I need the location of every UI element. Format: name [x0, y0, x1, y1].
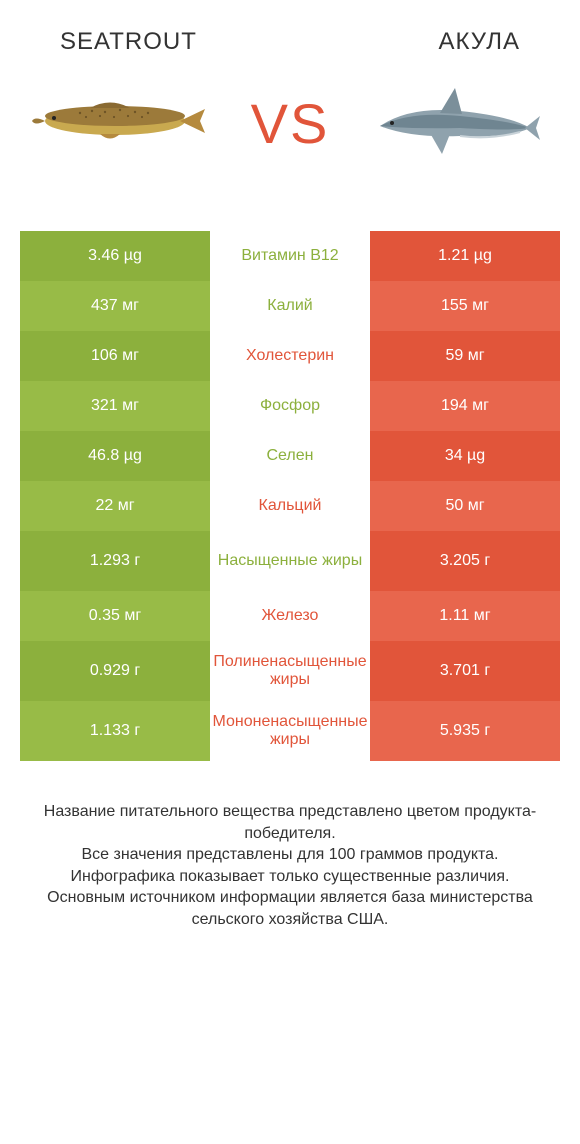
footnote-line: Инфографика показывает только существенн…	[30, 866, 550, 888]
nutrient-label: Железо	[210, 591, 370, 641]
table-row: 321 мгФосфор194 мг	[20, 381, 560, 431]
table-row: 0.35 мгЖелезо1.11 мг	[20, 591, 560, 641]
value-left: 0.35 мг	[20, 591, 210, 641]
seatrout-icon	[30, 91, 210, 156]
value-right: 155 мг	[370, 281, 560, 331]
value-left: 0.929 г	[20, 641, 210, 701]
header: SEATROUT АКУЛА	[0, 0, 580, 66]
title-right: АКУЛА	[439, 28, 520, 56]
comparison-table: 3.46 µgВитамин B121.21 µg437 мгКалий155 …	[20, 231, 560, 761]
table-row: 46.8 µgСелен34 µg	[20, 431, 560, 481]
nutrient-label: Кальций	[210, 481, 370, 531]
value-left: 3.46 µg	[20, 231, 210, 281]
value-right: 3.205 г	[370, 531, 560, 591]
value-left: 46.8 µg	[20, 431, 210, 481]
table-row: 22 мгКальций50 мг	[20, 481, 560, 531]
footnote-line: Название питательного вещества представл…	[30, 801, 550, 844]
title-left: SEATROUT	[60, 28, 197, 56]
value-left: 437 мг	[20, 281, 210, 331]
table-row: 1.293 гНасыщенные жиры3.205 г	[20, 531, 560, 591]
value-right: 34 µg	[370, 431, 560, 481]
value-left: 1.133 г	[20, 701, 210, 761]
nutrient-label: Калий	[210, 281, 370, 331]
footnote-line: Все значения представлены для 100 граммо…	[30, 844, 550, 866]
table-row: 437 мгКалий155 мг	[20, 281, 560, 331]
shark-icon	[370, 76, 540, 171]
nutrient-label: Селен	[210, 431, 370, 481]
table-row: 1.133 гМононенасыщенные жиры5.935 г	[20, 701, 560, 761]
nutrient-label: Холестерин	[210, 331, 370, 381]
value-right: 59 мг	[370, 331, 560, 381]
vs-label: VS	[251, 91, 330, 156]
value-right: 1.11 мг	[370, 591, 560, 641]
value-right: 1.21 µg	[370, 231, 560, 281]
nutrient-label: Полиненасыщенные жиры	[210, 641, 370, 701]
value-left: 106 мг	[20, 331, 210, 381]
nutrient-label: Фосфор	[210, 381, 370, 431]
table-row: 106 мгХолестерин59 мг	[20, 331, 560, 381]
value-left: 321 мг	[20, 381, 210, 431]
value-left: 22 мг	[20, 481, 210, 531]
value-right: 50 мг	[370, 481, 560, 531]
value-right: 5.935 г	[370, 701, 560, 761]
vs-row: VS	[0, 66, 580, 201]
nutrient-label: Витамин B12	[210, 231, 370, 281]
nutrient-label: Насыщенные жиры	[210, 531, 370, 591]
value-right: 3.701 г	[370, 641, 560, 701]
value-left: 1.293 г	[20, 531, 210, 591]
footnote-line: Основным источником информации является …	[30, 887, 550, 930]
nutrient-label: Мононенасыщенные жиры	[210, 701, 370, 761]
footnote: Название питательного вещества представл…	[30, 801, 550, 931]
table-row: 0.929 гПолиненасыщенные жиры3.701 г	[20, 641, 560, 701]
value-right: 194 мг	[370, 381, 560, 431]
table-row: 3.46 µgВитамин B121.21 µg	[20, 231, 560, 281]
